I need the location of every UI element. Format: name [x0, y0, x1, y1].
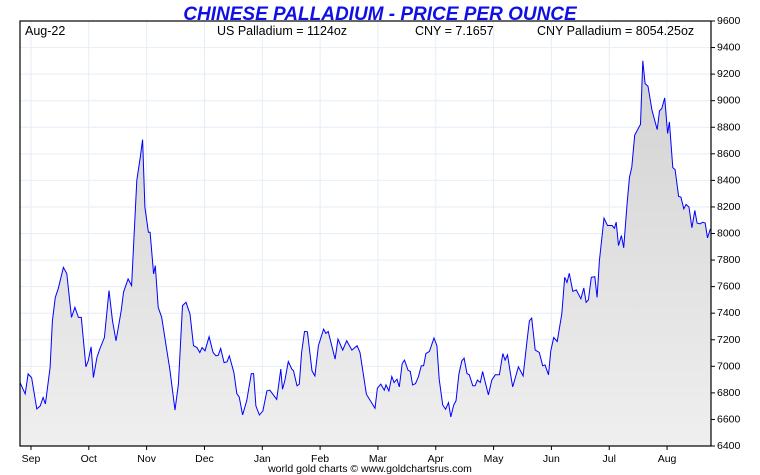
- x-tick-label: Oct: [81, 453, 97, 465]
- y-tick-label: 7200: [717, 334, 741, 346]
- y-tick-label: 7600: [717, 281, 741, 293]
- price-area-fill: [20, 60, 711, 447]
- x-tick-label: Apr: [428, 453, 445, 465]
- y-tick-label: 9000: [717, 95, 741, 107]
- x-tick-label: Feb: [311, 453, 329, 465]
- header-us-price: US Palladium = 1124oz: [217, 24, 347, 38]
- y-tick-label: 8600: [717, 148, 741, 160]
- y-axis: 6400 6600 6800 7000 7200 7400 7600 7800 8000 8200…: [711, 15, 741, 452]
- x-tick-label: Nov: [137, 453, 156, 465]
- y-tick-label: 8800: [717, 121, 741, 133]
- price-series-line: [19, 60, 711, 418]
- y-tick-label: 8000: [717, 228, 741, 240]
- y-tick-label: 9400: [717, 42, 741, 54]
- header-fx-rate: CNY = 7.1657: [415, 24, 494, 38]
- header-period: Aug-22: [25, 24, 65, 38]
- x-tick-label: Sep: [22, 453, 41, 465]
- y-tick-label: 6400: [717, 440, 741, 452]
- x-tick-label: Dec: [195, 453, 214, 465]
- x-tick-label: Jan: [254, 453, 271, 465]
- chart-footer-credit: world gold charts © www.goldchartsrus.co…: [267, 463, 472, 475]
- chart-title: CHINESE PALLADIUM - PRICE PER OUNCE: [183, 4, 578, 25]
- y-tick-label: 7400: [717, 307, 741, 319]
- x-tick-label: Jun: [543, 453, 560, 465]
- x-tick-label: May: [484, 453, 505, 465]
- y-tick-label: 8400: [717, 174, 741, 186]
- y-tick-label: 9200: [717, 68, 741, 80]
- y-tick-label: 8200: [717, 201, 741, 213]
- y-tick-label: 7800: [717, 254, 741, 266]
- y-tick-label: 9600: [717, 15, 741, 27]
- y-tick-label: 7000: [717, 360, 741, 372]
- x-tick-label: Jul: [603, 453, 616, 465]
- x-axis: Sep Oct Nov Dec Jan Feb Mar Apr May Jun Jul Aug: [22, 446, 677, 465]
- x-tick-label: Aug: [658, 453, 677, 465]
- y-tick-label: 6600: [717, 413, 741, 425]
- header-cny-price: CNY Palladium = 8054.25oz: [537, 24, 694, 38]
- y-tick-label: 6800: [717, 387, 741, 399]
- x-tick-label: Mar: [369, 453, 388, 465]
